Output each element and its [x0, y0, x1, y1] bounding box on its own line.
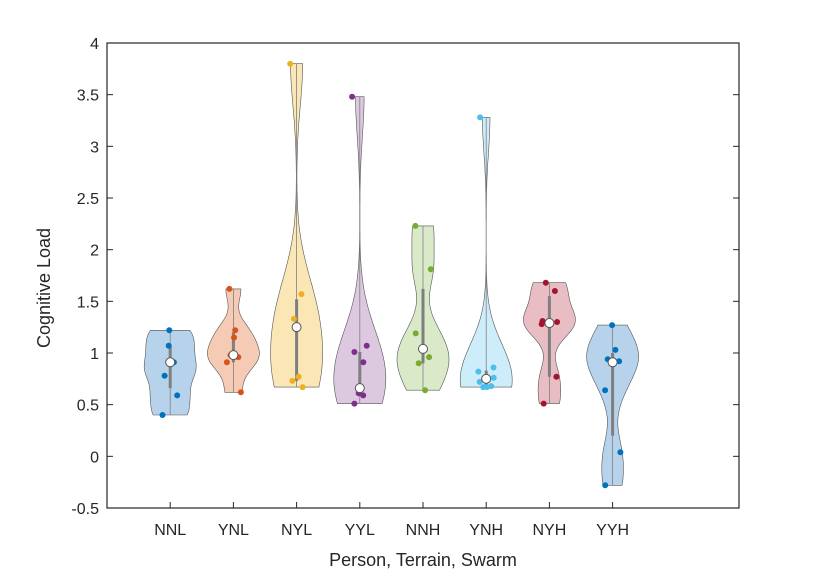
data-point-NNL: [159, 412, 166, 418]
violin-YYL: [333, 93, 387, 407]
x-tick-label: YYH: [596, 522, 629, 539]
data-point-YNH: [477, 114, 484, 121]
data-point-NNH: [415, 360, 422, 367]
data-point-NYH: [553, 373, 560, 380]
data-point-NNH: [412, 222, 419, 229]
data-point-YNH: [490, 374, 497, 381]
y-tick-label: 0: [90, 449, 99, 466]
data-point-NYL: [299, 384, 306, 391]
data-point-NYL: [295, 373, 302, 380]
data-point-NYL: [289, 377, 296, 384]
median-marker-YYH: [607, 357, 618, 368]
data-point-YYL: [351, 349, 358, 355]
data-point-NYL: [298, 291, 305, 298]
data-point-NYH: [542, 279, 549, 286]
data-point-YNL: [232, 327, 239, 334]
data-point-NNH: [412, 330, 419, 337]
data-point-YYL: [351, 400, 358, 407]
data-point-NNL: [165, 342, 172, 349]
data-point-NNL: [166, 327, 173, 334]
data-point-YYL: [360, 392, 367, 399]
violin-YNL: [207, 285, 260, 396]
data-point-YYL: [363, 342, 370, 349]
y-tick-label: 2.5: [77, 191, 99, 208]
data-point-YNH: [483, 384, 490, 391]
data-point-NYH: [554, 319, 561, 325]
violin-NYH: [523, 279, 576, 407]
data-point-NNL: [161, 372, 168, 379]
data-point-YNL: [223, 359, 230, 366]
x-tick-label: YNL: [218, 522, 249, 539]
y-tick-label: 1: [90, 346, 99, 363]
x-tick-label: NYL: [281, 522, 312, 539]
y-tick-label: 1.5: [77, 294, 99, 311]
data-point-YNL: [231, 334, 237, 341]
data-point-NNH: [426, 354, 433, 361]
x-tick-label: NNL: [154, 522, 186, 539]
x-axis-label: Person, Terrain, Swarm: [329, 550, 517, 570]
data-point-YYH: [609, 322, 616, 329]
violin-YYH: [586, 322, 639, 489]
y-tick-label: 2: [90, 243, 99, 260]
violin-NNL: [143, 327, 197, 418]
y-axis-label: Cognitive Load: [34, 228, 54, 348]
data-point-YNL: [237, 389, 244, 396]
data-point-YNL: [226, 285, 233, 292]
median-marker-NYH: [544, 318, 555, 329]
data-point-NYL: [287, 60, 294, 67]
data-point-NNH: [427, 266, 434, 273]
x-tick-label: NNH: [406, 522, 441, 539]
data-point-NYL: [290, 315, 297, 322]
x-tick-label: YYL: [345, 522, 375, 539]
data-point-YYL: [360, 359, 367, 366]
y-tick-label: 0.5: [77, 398, 99, 415]
median-marker-NYL: [291, 322, 302, 333]
violin-YNH: [459, 114, 513, 391]
x-tick-label: NYH: [533, 522, 567, 539]
median-marker-YNH: [481, 373, 492, 384]
data-point-NYH: [540, 400, 547, 407]
y-tick-label: -0.5: [71, 501, 99, 518]
violins: [143, 60, 639, 489]
y-tick-label: 3: [90, 139, 99, 156]
data-point-NNH: [422, 387, 429, 394]
data-point-NYH: [551, 288, 558, 294]
data-point-NYH: [538, 321, 545, 328]
data-point-YNH: [490, 364, 497, 371]
y-axis: -0.5 0 0.5 1 1.5 2 2.5 3 3.5 4: [71, 36, 739, 518]
median-marker-NNL: [165, 357, 176, 368]
data-point-YYH: [602, 482, 609, 489]
x-axis: NNL YNL NYL YYL NNH YNH NYH YYH: [154, 502, 629, 539]
data-point-YYL: [349, 93, 356, 100]
median-marker-NNH: [418, 343, 428, 354]
median-marker-YNL: [228, 350, 239, 361]
violin-NYL: [270, 60, 323, 391]
y-tick-label: 3.5: [77, 88, 99, 105]
data-point-NNL: [174, 392, 181, 399]
data-point-YYH: [616, 358, 623, 365]
data-point-YYH: [612, 346, 619, 353]
data-point-YYH: [617, 449, 624, 456]
data-point-YYH: [602, 387, 609, 394]
median-marker-YYL: [354, 383, 365, 394]
data-point-YNH: [475, 368, 482, 375]
violin-NNH: [396, 222, 450, 394]
x-tick-label: YNH: [469, 522, 503, 539]
data-point-YNH: [476, 378, 483, 385]
y-tick-label: 4: [90, 36, 99, 53]
